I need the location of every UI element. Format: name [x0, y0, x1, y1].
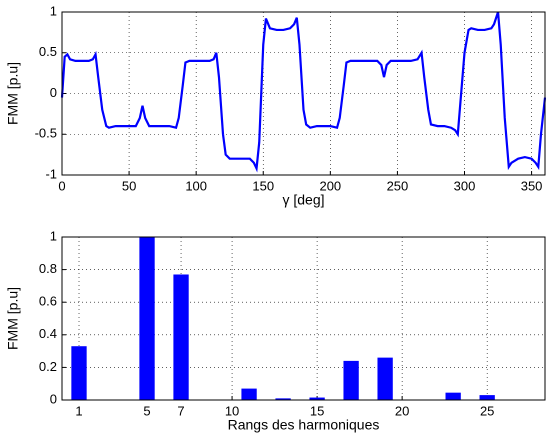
- y-tick-label: -1: [45, 166, 57, 181]
- x-tick-label: 7: [177, 403, 184, 418]
- x-tick-label: 20: [395, 403, 409, 418]
- x-tick-label: 25: [480, 403, 494, 418]
- bar: [343, 360, 359, 400]
- bar: [479, 395, 495, 400]
- x-axis-label: Rangs des harmoniques: [228, 417, 380, 433]
- bar: [241, 388, 257, 400]
- data-line: [60, 11, 546, 173]
- y-tick-label: 0.4: [39, 326, 57, 341]
- plot-frame: [61, 236, 546, 401]
- bar: [445, 392, 461, 400]
- y-tick-label: 0.2: [39, 359, 57, 374]
- bar: [377, 357, 393, 400]
- plot-area: [62, 237, 545, 400]
- y-tick-label: 0.6: [39, 294, 57, 309]
- bar: [309, 397, 325, 400]
- bar: [139, 237, 155, 400]
- bar: [71, 346, 87, 400]
- x-tick-label: 15: [310, 403, 324, 418]
- x-tick-label: 0: [58, 178, 65, 193]
- y-axis-label: FMM [p.u]: [5, 287, 21, 350]
- y-axis-label: FMM [p.u]: [5, 62, 21, 125]
- x-tick-label: 150: [252, 178, 274, 193]
- y-tick-label: -0.5: [35, 126, 57, 141]
- plot-frame: [61, 11, 546, 176]
- y-tick-label: 1: [50, 228, 57, 243]
- y-tick-label: 0: [50, 391, 57, 406]
- x-tick-label: 1: [75, 403, 82, 418]
- x-tick-label: 100: [185, 178, 207, 193]
- x-tick-label: 5: [143, 403, 150, 418]
- x-tick-label: 300: [454, 178, 476, 193]
- x-tick-label: 350: [521, 178, 543, 193]
- x-tick-label: 200: [319, 178, 341, 193]
- x-tick-label: 50: [122, 178, 136, 193]
- x-tick-label: 250: [387, 178, 409, 193]
- y-tick-label: 1: [50, 3, 57, 18]
- y-tick-label: 0.5: [39, 44, 57, 59]
- x-tick-label: 10: [225, 403, 239, 418]
- bar: [173, 274, 189, 400]
- y-tick-label: 0.8: [39, 261, 57, 276]
- x-axis-label: γ [deg]: [282, 192, 324, 208]
- bar: [275, 398, 291, 400]
- y-tick-label: 0: [50, 85, 57, 100]
